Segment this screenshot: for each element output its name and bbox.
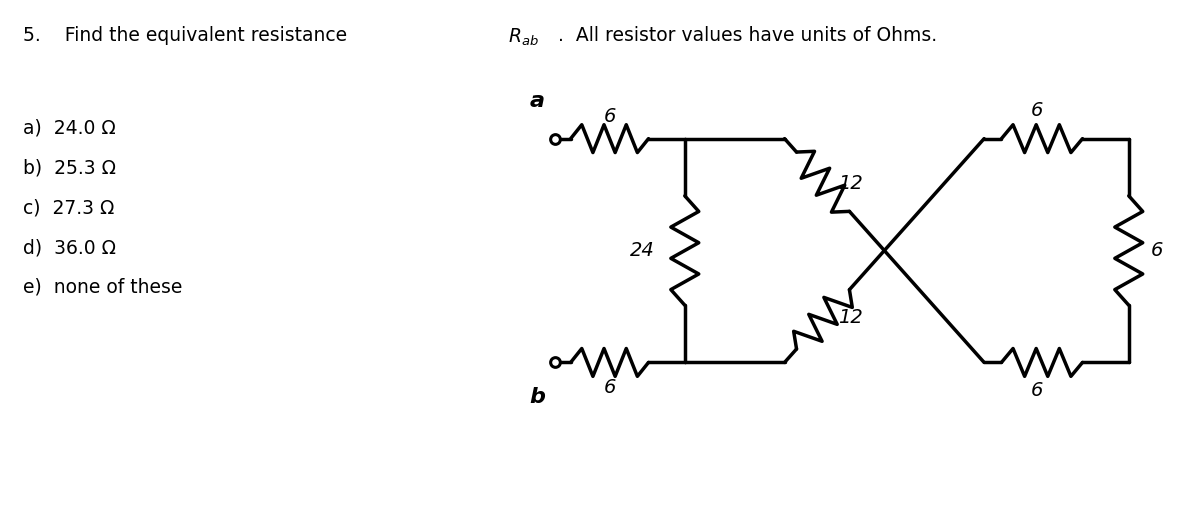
- Text: 5.    Find the equivalent resistance: 5. Find the equivalent resistance: [23, 26, 354, 45]
- Text: 6: 6: [604, 378, 616, 397]
- Text: 6: 6: [1031, 101, 1043, 120]
- Text: 6: 6: [1031, 381, 1043, 400]
- Text: 6: 6: [1151, 241, 1163, 260]
- Text: e)  none of these: e) none of these: [23, 278, 182, 297]
- Text: $R_{ab}$: $R_{ab}$: [509, 26, 539, 48]
- Text: a)  24.0 Ω: a) 24.0 Ω: [23, 119, 116, 138]
- Text: b: b: [529, 387, 545, 407]
- Text: 12: 12: [839, 308, 863, 327]
- Text: d)  36.0 Ω: d) 36.0 Ω: [23, 238, 116, 257]
- Text: c)  27.3 Ω: c) 27.3 Ω: [23, 199, 115, 218]
- Text: b)  25.3 Ω: b) 25.3 Ω: [23, 159, 116, 177]
- Text: 12: 12: [839, 174, 863, 193]
- Text: a: a: [529, 91, 545, 111]
- Text: 24: 24: [630, 241, 655, 260]
- Text: .  All resistor values have units of Ohms.: . All resistor values have units of Ohms…: [552, 26, 937, 45]
- Text: 6: 6: [604, 107, 616, 126]
